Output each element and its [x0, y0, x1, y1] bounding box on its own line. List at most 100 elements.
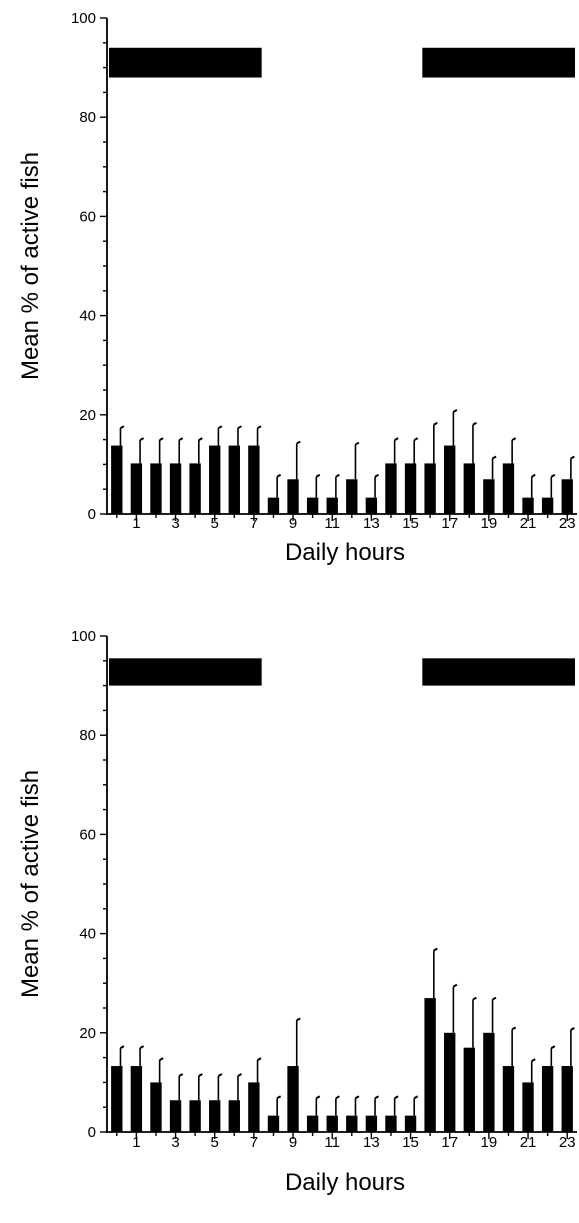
x-tick-label: 3 [171, 515, 179, 532]
bar [287, 1066, 299, 1132]
error-bar-cap [413, 437, 419, 441]
y-tick-label: 40 [79, 308, 96, 325]
x-tick-label: 13 [363, 1134, 380, 1151]
error-bar-cap [178, 437, 184, 441]
bar [404, 463, 417, 514]
error-bar-cap [354, 441, 360, 446]
y-tick-label: 100 [71, 628, 96, 645]
error-bar-cap [550, 1045, 556, 1050]
bar [483, 1032, 495, 1132]
error-bar-cap [472, 421, 477, 426]
bar [306, 1115, 319, 1132]
error-bar-cap [452, 408, 458, 413]
bar [150, 463, 162, 514]
error-bar-cap [531, 1058, 536, 1062]
error-bar-cap [394, 437, 399, 441]
bar [326, 497, 338, 514]
error-bar-cap [492, 996, 497, 1001]
error-bar-cap [257, 425, 262, 430]
x-tick-label: 17 [441, 515, 458, 532]
y-tick-label: 100 [71, 10, 96, 27]
bar [130, 463, 143, 514]
error-bar-cap [159, 437, 164, 441]
x-tick-label: 21 [520, 515, 537, 532]
x-tick-label: 11 [324, 1134, 340, 1151]
error-bar-cap [433, 421, 438, 426]
error-bar-cap [531, 473, 536, 478]
error-bar-cap [257, 1057, 262, 1061]
y-tick-label: 0 [88, 1124, 96, 1141]
x-tick-label: 17 [441, 1134, 458, 1151]
x-tick-label: 23 [559, 515, 576, 532]
x-tick-label: 15 [402, 515, 419, 532]
y-tick-label: 80 [79, 109, 96, 126]
bar [209, 445, 221, 514]
x-tick-label: 5 [211, 1134, 219, 1151]
error-bar-cap [511, 1026, 517, 1031]
x-tick-label: 9 [289, 515, 297, 532]
x-tick-label: 3 [171, 1134, 179, 1151]
bar [169, 463, 182, 514]
error-bar-cap [472, 996, 477, 1001]
bar [267, 497, 280, 514]
dark-period-band [422, 47, 575, 78]
x-tick-label: 1 [132, 515, 140, 532]
bar [111, 1066, 123, 1132]
error-bar-cap [315, 1095, 321, 1100]
bar [287, 479, 299, 514]
bar [111, 445, 123, 514]
y-axis-title: Mean % of active fish [17, 152, 44, 380]
bar [346, 1115, 358, 1132]
x-axis-title: Daily hours [285, 539, 405, 566]
dark-period-band [109, 658, 262, 686]
bar [444, 1032, 456, 1132]
bar [209, 1100, 221, 1132]
bar [189, 1100, 201, 1132]
error-bar-cap [237, 1073, 242, 1077]
error-bar-cap [139, 437, 145, 441]
bar [326, 1115, 338, 1132]
error-bar-cap [570, 455, 575, 460]
x-tick-label: 9 [289, 1134, 297, 1151]
error-bar-cap [276, 473, 282, 478]
bar [561, 479, 573, 514]
bar [267, 1115, 280, 1132]
bar [346, 479, 358, 514]
x-axis-title: Daily hours [285, 1169, 405, 1196]
error-bar-cap [296, 1017, 301, 1022]
error-bar-cap [217, 1073, 223, 1077]
bar [561, 1066, 573, 1132]
x-tick-label: 7 [250, 1134, 258, 1151]
x-tick-label: 1 [132, 1134, 140, 1151]
bar [502, 1066, 515, 1132]
error-bar-cap [452, 983, 458, 988]
bar [463, 1047, 475, 1132]
dark-period-band [422, 658, 575, 686]
bar [228, 445, 240, 514]
error-bar-cap [217, 425, 223, 430]
error-bar-cap [433, 947, 438, 952]
error-bar-cap [276, 1095, 282, 1100]
error-bar-cap [511, 437, 517, 441]
bar [424, 463, 436, 514]
bar [365, 1115, 378, 1132]
error-bar-cap [119, 425, 125, 430]
x-tick-label: 23 [559, 1134, 576, 1151]
bar [189, 463, 201, 514]
bar [483, 479, 495, 514]
y-tick-label: 40 [79, 926, 96, 943]
y-tick-label: 20 [79, 1025, 96, 1042]
error-bar-cap [198, 437, 203, 441]
error-bar-cap [335, 1095, 340, 1100]
x-tick-label: 19 [481, 1134, 498, 1151]
x-tick-label: 11 [324, 515, 340, 532]
error-bar-cap [374, 473, 380, 478]
x-tick-label: 15 [402, 1134, 419, 1151]
bar [404, 1115, 417, 1132]
bar [150, 1082, 162, 1132]
bar [130, 1066, 143, 1132]
error-bar-cap [178, 1073, 184, 1077]
error-bar-cap [394, 1095, 399, 1100]
error-bar-cap [492, 455, 497, 460]
